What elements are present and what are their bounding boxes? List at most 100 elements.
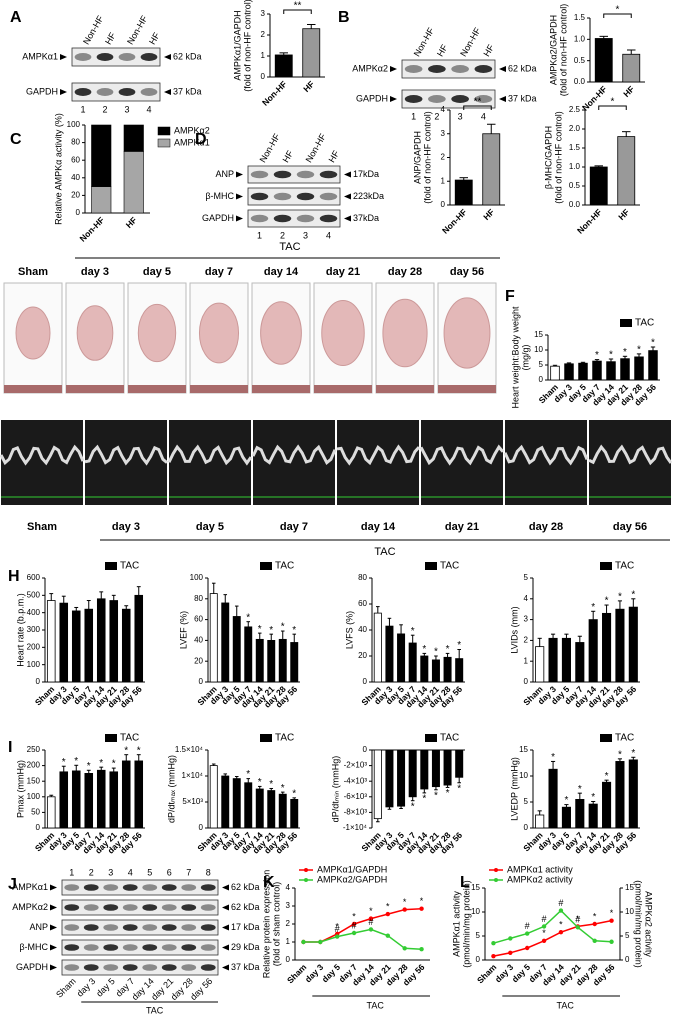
- y-tick-label: 0.0: [569, 200, 581, 209]
- blot-band: [142, 884, 158, 891]
- annotation: *: [591, 792, 595, 803]
- size-label: 37kDa: [353, 213, 379, 223]
- heart: [321, 300, 365, 366]
- bar: [564, 363, 574, 381]
- axis-label: Pmax (mmHg): [15, 760, 25, 818]
- annotation: *: [651, 338, 655, 349]
- annotation: *: [631, 748, 635, 759]
- annotation: *: [422, 644, 426, 655]
- row-arrow: [236, 215, 243, 222]
- y-tick-label: 0.5: [569, 181, 581, 190]
- annotation: #: [575, 915, 580, 925]
- annotation: *: [631, 589, 635, 600]
- y-tick-label: 80: [71, 138, 80, 147]
- lane-number: 4: [481, 111, 486, 121]
- blot-strip: [401, 59, 496, 79]
- bar: [232, 616, 241, 683]
- y-tick-label: 0: [199, 677, 204, 686]
- echo-trace: [0, 444, 85, 466]
- bar: [550, 365, 560, 381]
- y-tick-label: 0: [76, 208, 81, 217]
- marker: [402, 946, 407, 951]
- blot-band: [83, 884, 99, 891]
- annotation: *: [420, 896, 424, 906]
- echo-image: [1, 420, 83, 505]
- lane-label: Non-HF: [304, 131, 329, 164]
- row-label: ANP: [215, 169, 234, 179]
- x-tick-label: Non-HF: [575, 207, 604, 236]
- blot-strip: [61, 899, 219, 916]
- annotation: *: [386, 901, 390, 911]
- blot-band: [140, 88, 158, 96]
- group-label: TAC: [374, 546, 395, 558]
- lane-label: Non-HF: [412, 25, 437, 58]
- blot-strip: [247, 209, 341, 228]
- blot-strip: [247, 187, 341, 206]
- bar: [397, 749, 406, 807]
- lane-number: 3: [458, 111, 463, 121]
- blot-band: [181, 964, 197, 971]
- blot-band: [142, 924, 158, 931]
- annotation: *: [87, 761, 91, 772]
- blot-band: [200, 884, 216, 891]
- blot-band: [273, 170, 292, 179]
- panel-letter: I: [8, 739, 12, 756]
- row-label: GAPDH: [16, 962, 48, 972]
- annotation: *: [269, 625, 273, 636]
- ruler: [4, 385, 62, 393]
- size-label: 37 kDa: [508, 93, 537, 103]
- echo-image: [505, 420, 587, 505]
- row-label: ANP: [29, 922, 48, 932]
- annotation: *: [246, 769, 250, 780]
- annotation: *: [564, 795, 568, 806]
- lane-number: 2: [280, 230, 285, 240]
- y-tick-label: 1.5: [574, 13, 586, 22]
- bar: [96, 598, 106, 683]
- y-tick-label: 250: [27, 745, 41, 754]
- y-tick-label: 4: [524, 594, 529, 603]
- annotation: *: [292, 788, 296, 799]
- blot-band: [474, 95, 493, 103]
- y-tick-label: 2: [524, 636, 529, 645]
- bar: [561, 806, 571, 829]
- annotation: *: [542, 928, 546, 938]
- blot-band: [428, 65, 446, 73]
- axis-label: AMPKα2 activity: [644, 891, 654, 957]
- marker: [351, 921, 357, 927]
- blot-band: [181, 924, 197, 931]
- y-tick-label: 5: [524, 797, 529, 806]
- marker: [491, 941, 496, 946]
- axis-label: (pmol/min/mg protein): [634, 880, 644, 968]
- axis-label: LVEDP (mmHg): [509, 757, 519, 821]
- lane-label: HF: [435, 42, 450, 58]
- y-tick-label: 3: [524, 615, 529, 624]
- bar: [121, 760, 131, 829]
- axis-label: (fold of non-HF control): [558, 4, 568, 97]
- bar: [455, 749, 464, 778]
- annotation: *: [258, 624, 262, 635]
- size-label: 17 kDa: [231, 922, 260, 932]
- annotation: *: [434, 647, 438, 658]
- significance: **: [294, 1, 302, 12]
- y-tick-label: 3: [261, 9, 266, 18]
- annotation: *: [559, 920, 563, 930]
- annotation: *: [578, 784, 582, 795]
- bar: [84, 608, 94, 683]
- lane-number: 7: [186, 867, 191, 877]
- y-tick-label: 15: [471, 883, 480, 892]
- bar: [431, 749, 440, 788]
- bar: [221, 602, 230, 683]
- bar: [575, 799, 585, 829]
- y-tick-label: 2: [441, 153, 446, 162]
- y-tick-label: 1: [261, 51, 266, 60]
- annotation: #: [542, 914, 547, 924]
- axis-label: dP/dtₘᵢₙ (mmHg): [330, 756, 340, 823]
- blot-band: [404, 95, 423, 103]
- annotation: *: [292, 625, 296, 636]
- panel-letter: A: [10, 9, 22, 26]
- echo-trace: [167, 444, 253, 466]
- annotation: *: [269, 779, 273, 790]
- legend-label: TAC: [440, 561, 459, 572]
- lane-label: HF: [482, 42, 497, 58]
- annotation: *: [618, 592, 622, 603]
